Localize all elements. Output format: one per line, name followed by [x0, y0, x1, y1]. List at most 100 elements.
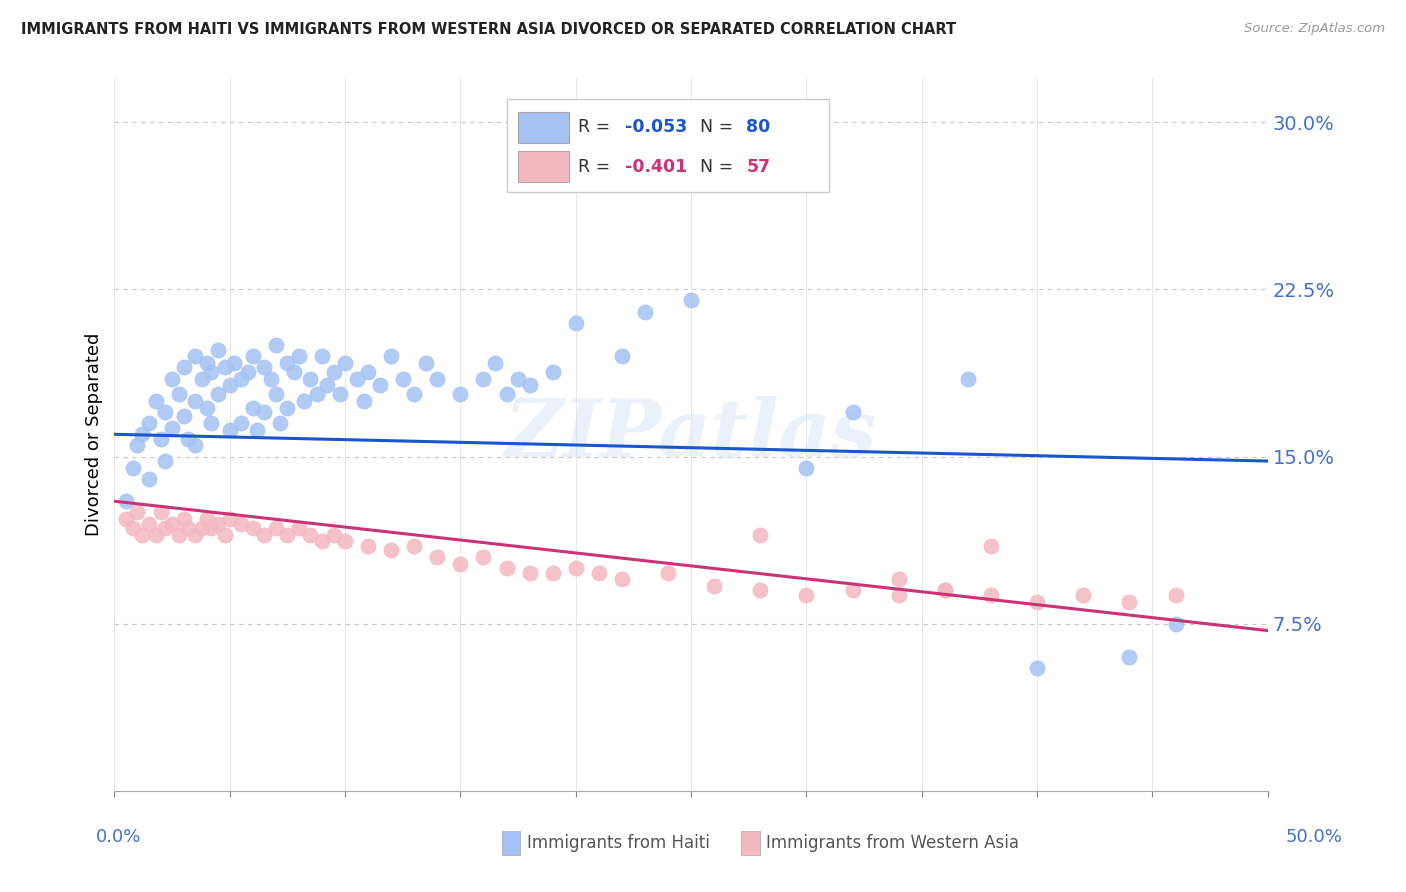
Point	[368, 378, 391, 392]
Point	[380, 543, 402, 558]
Point	[115, 512, 138, 526]
Point	[160, 420, 183, 434]
Point	[218, 378, 240, 392]
FancyBboxPatch shape	[517, 112, 569, 143]
Point	[260, 371, 283, 385]
Point	[184, 349, 207, 363]
Text: N =: N =	[700, 158, 740, 176]
Point	[184, 527, 207, 541]
Point	[299, 371, 322, 385]
Point	[495, 387, 517, 401]
Text: IMMIGRANTS FROM HAITI VS IMMIGRANTS FROM WESTERN ASIA DIVORCED OR SEPARATED CORR: IMMIGRANTS FROM HAITI VS IMMIGRANTS FROM…	[21, 22, 956, 37]
Point	[887, 572, 910, 586]
Text: N =: N =	[700, 119, 740, 136]
Point	[121, 521, 143, 535]
Point	[1118, 594, 1140, 608]
Text: -0.401: -0.401	[626, 158, 688, 176]
Point	[167, 387, 190, 401]
Text: Immigrants from Haiti: Immigrants from Haiti	[527, 834, 710, 852]
Point	[131, 427, 153, 442]
Point	[333, 356, 356, 370]
Point	[472, 371, 495, 385]
Point	[541, 365, 564, 379]
Point	[195, 356, 218, 370]
Point	[276, 401, 298, 415]
Point	[311, 349, 333, 363]
Point	[115, 494, 138, 508]
Point	[541, 566, 564, 580]
Point	[934, 583, 956, 598]
Point	[681, 293, 703, 308]
Point	[195, 512, 218, 526]
Point	[934, 583, 956, 598]
Point	[292, 393, 315, 408]
Point	[841, 583, 863, 598]
Point	[264, 521, 287, 535]
Point	[231, 371, 253, 385]
Point	[1164, 588, 1187, 602]
Point	[138, 416, 160, 430]
Point	[980, 588, 1002, 602]
Point	[841, 405, 863, 419]
Point	[195, 401, 218, 415]
Point	[218, 423, 240, 437]
Text: 80: 80	[747, 119, 770, 136]
Point	[191, 371, 214, 385]
Point	[311, 534, 333, 549]
Point	[207, 387, 229, 401]
Point	[288, 349, 311, 363]
Point	[426, 549, 449, 564]
Point	[276, 356, 298, 370]
Point	[160, 516, 183, 531]
Point	[703, 579, 725, 593]
Point	[238, 365, 260, 379]
Point	[177, 432, 200, 446]
Point	[1026, 661, 1049, 675]
Text: R =: R =	[578, 119, 616, 136]
Point	[484, 356, 506, 370]
Point	[224, 356, 246, 370]
Point	[138, 516, 160, 531]
Point	[519, 566, 541, 580]
Point	[145, 527, 167, 541]
Point	[588, 566, 610, 580]
Point	[346, 371, 368, 385]
Point	[153, 521, 176, 535]
Point	[138, 472, 160, 486]
Point	[1164, 616, 1187, 631]
Point	[231, 516, 253, 531]
Point	[127, 505, 149, 519]
Point	[200, 365, 222, 379]
Point	[322, 527, 344, 541]
Point	[121, 460, 143, 475]
Point	[307, 387, 329, 401]
Point	[276, 527, 298, 541]
Point	[264, 387, 287, 401]
Point	[796, 588, 818, 602]
Point	[299, 527, 322, 541]
Point	[214, 527, 236, 541]
Point	[288, 521, 311, 535]
Point	[506, 371, 529, 385]
Point	[127, 438, 149, 452]
Point	[242, 401, 264, 415]
Point	[634, 304, 657, 318]
Point	[322, 365, 344, 379]
Point	[242, 349, 264, 363]
Point	[657, 566, 679, 580]
Text: R =: R =	[578, 158, 616, 176]
Point	[749, 583, 772, 598]
Point	[184, 393, 207, 408]
Point	[191, 521, 214, 535]
FancyBboxPatch shape	[517, 151, 569, 182]
Point	[200, 416, 222, 430]
Point	[495, 561, 517, 575]
Point	[149, 432, 172, 446]
Point	[380, 349, 402, 363]
Point	[315, 378, 337, 392]
Text: Source: ZipAtlas.com: Source: ZipAtlas.com	[1244, 22, 1385, 36]
Point	[1026, 594, 1049, 608]
Point	[200, 521, 222, 535]
Point	[426, 371, 449, 385]
Point	[173, 409, 195, 424]
